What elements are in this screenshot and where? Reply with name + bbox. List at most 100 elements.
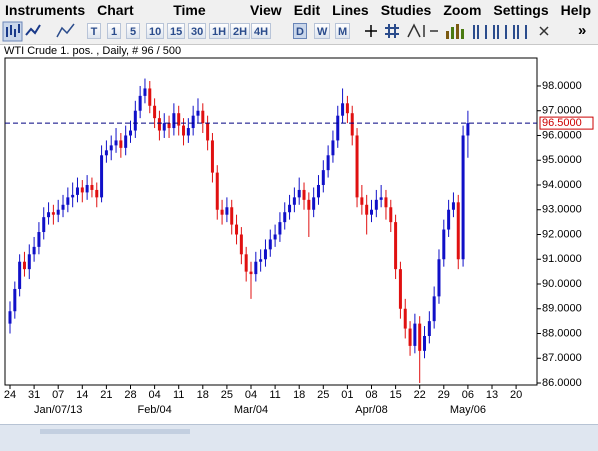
candle-body — [413, 323, 417, 346]
x-tick-label: 18 — [293, 389, 305, 401]
y-tick-label: 95.0000 — [542, 154, 582, 166]
candle-body — [437, 259, 441, 297]
x-tick-label: 20 — [510, 389, 522, 401]
line-chart-icon[interactable] — [56, 23, 75, 38]
status-bar — [0, 424, 598, 451]
candle-body — [239, 234, 243, 255]
x-tick-label: 18 — [197, 389, 209, 401]
candle-body — [61, 204, 65, 210]
candle-body — [312, 197, 316, 210]
candle-body — [177, 113, 181, 126]
candle-body — [370, 209, 373, 215]
candle-body — [32, 246, 36, 255]
crosshair-icon[interactable] — [365, 25, 377, 37]
y-tick-label: 86.0000 — [542, 377, 582, 389]
candle-body — [186, 128, 190, 136]
candle-body — [37, 232, 41, 247]
candle-body — [321, 170, 325, 185]
candle-body — [384, 197, 388, 208]
toolbar: T151015301H2H4HDWMD» — [0, 19, 598, 45]
volume-icon[interactable] — [446, 24, 464, 39]
candle-chart-icon[interactable] — [25, 24, 41, 36]
candle-body — [326, 155, 330, 171]
period-label: May/06 — [450, 404, 486, 416]
delete-icon[interactable] — [539, 26, 549, 36]
candle-body — [162, 123, 166, 131]
candle-body — [201, 110, 205, 124]
candle-body — [133, 110, 137, 131]
x-tick-label: 22 — [414, 389, 426, 401]
candle-body — [85, 184, 89, 193]
period-label: Jan/07/13 — [34, 404, 82, 416]
grid-icon[interactable] — [385, 24, 399, 38]
timeframe-button[interactable]: 5 — [126, 23, 140, 39]
timeframe-button[interactable]: 30 — [188, 23, 207, 39]
bar-style-icons[interactable] — [473, 25, 527, 39]
candle-body — [427, 321, 431, 336]
timeframe-button[interactable]: 15 — [167, 23, 186, 39]
timeframe-button[interactable]: 1H — [209, 23, 230, 39]
menu-item[interactable]: Chart Type — [97, 2, 134, 36]
menu-item[interactable]: Lines — [332, 2, 369, 18]
timeframe-button[interactable]: D — [293, 23, 307, 39]
x-tick-label: 07 — [52, 389, 64, 401]
candle-body — [235, 224, 239, 235]
candle-body — [288, 204, 292, 213]
candle-body — [418, 323, 422, 351]
y-tick-label: 93.0000 — [542, 204, 582, 216]
menu-item[interactable]: Settings — [493, 2, 549, 18]
x-tick-label: 21 — [100, 389, 112, 401]
candle-body — [374, 199, 378, 210]
timeframe-button[interactable]: 2H — [230, 23, 251, 39]
overflow-button[interactable]: » — [578, 22, 587, 39]
period-label: Apr/08 — [355, 404, 387, 416]
candle-body — [191, 115, 195, 129]
candle-body — [403, 308, 407, 329]
last-price-box — [539, 116, 594, 130]
candle-body — [80, 187, 84, 193]
menu-item[interactable]: Help — [560, 2, 591, 18]
candle-body — [51, 212, 55, 215]
timeframe-button[interactable]: W — [314, 23, 331, 39]
candle-body — [206, 123, 210, 141]
last-price-label: 96.5000 — [542, 117, 582, 129]
candle-body — [307, 199, 311, 210]
studies-icon[interactable] — [407, 23, 438, 38]
candle-body — [143, 88, 147, 96]
candle-body — [42, 217, 46, 233]
y-tick-label: 94.0000 — [542, 179, 582, 191]
x-tick-label: 04 — [148, 389, 160, 401]
candle-body — [451, 202, 455, 210]
timeframe-button[interactable]: 10 — [146, 23, 165, 39]
menu-item[interactable]: Studies — [380, 2, 432, 18]
candle-body — [461, 135, 465, 260]
candle-body — [365, 204, 369, 215]
candle-body — [75, 187, 79, 195]
x-tick-label: 24 — [4, 389, 16, 401]
scrollbar[interactable] — [40, 429, 190, 434]
y-tick-label: 90.0000 — [542, 278, 582, 290]
timeframe-button[interactable]: M — [335, 23, 351, 39]
toolbar-icons — [2, 21, 549, 42]
candle-body — [138, 95, 142, 111]
y-tick-label: 96.0000 — [542, 129, 582, 141]
menu-item[interactable]: Instruments — [5, 2, 86, 18]
menu-item[interactable]: Zoom — [443, 2, 482, 18]
menu-item[interactable]: Time Scale — [173, 2, 210, 36]
timeframe-button[interactable]: 4H — [251, 23, 272, 39]
candle-body — [22, 261, 26, 270]
x-tick-label: 08 — [365, 389, 377, 401]
timeframe-button[interactable]: T — [87, 23, 101, 39]
candle-body — [283, 212, 287, 223]
candle-body — [124, 135, 128, 148]
timeframe-button[interactable]: 1 — [107, 23, 121, 39]
menu-item[interactable]: Edit — [293, 2, 321, 18]
menu-bar: Instruments Chart Type Time Scale View Edit L… — [0, 0, 598, 36]
y-tick-label: 88.0000 — [542, 327, 582, 339]
menu-item[interactable]: View — [250, 2, 282, 18]
candle-body — [379, 197, 383, 200]
x-tick-label: 04 — [245, 389, 257, 401]
x-tick-label: 28 — [124, 389, 136, 401]
candle-body — [27, 254, 31, 270]
x-tick-label: 13 — [486, 389, 498, 401]
